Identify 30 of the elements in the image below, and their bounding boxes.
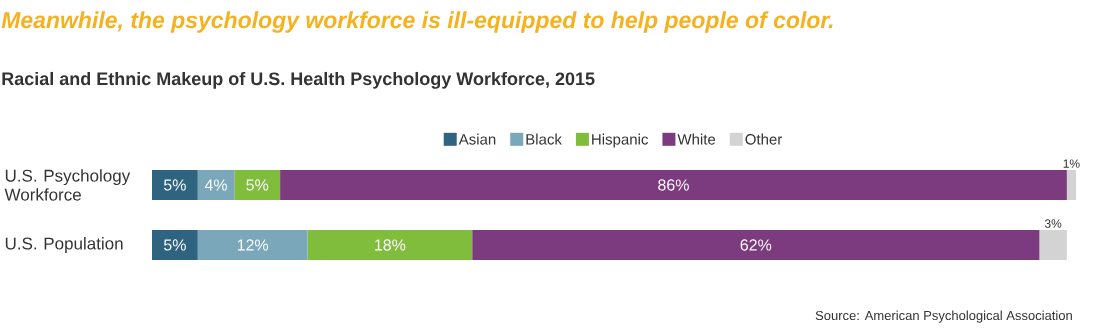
bar [197,169,235,200]
bar [197,229,308,260]
data-label: 12% [237,239,269,251]
bar [1039,229,1067,260]
data-label: 5% [246,179,269,191]
bar [234,169,281,200]
chart-title: Meanwhile, the psychology workforce is ill-equipped to help people of color. [1,11,833,33]
bar [152,169,198,200]
data-label: 62% [740,239,772,251]
y-tick-label: U.S. Population [5,237,123,253]
data-label: 4% [204,179,228,191]
data-label: 86% [658,179,689,191]
data-label: 18% [375,239,406,251]
data-label: 1% [1063,159,1080,168]
bar [1066,169,1076,200]
legend-label: White [677,133,716,145]
bar [280,169,1067,200]
data-label: 5% [163,179,186,191]
data-label: 3% [1044,219,1062,228]
y-tick-label: U.S. Psychology Workforce [4,169,131,201]
bar [472,229,1040,260]
chart-subtitle: Racial and Ethnic Makeup of U.S. Health Psychology Workforce, 2015 [2,71,595,89]
source-note: Source: American Psychological Association [815,310,1072,323]
legend-label: Black [526,133,562,145]
legend-label: Other [745,133,783,145]
data-label: 5% [163,239,186,251]
legend-label: Hispanic [592,133,649,148]
bar [152,229,198,260]
legend-label: Asian [458,133,496,145]
bar [307,229,473,260]
